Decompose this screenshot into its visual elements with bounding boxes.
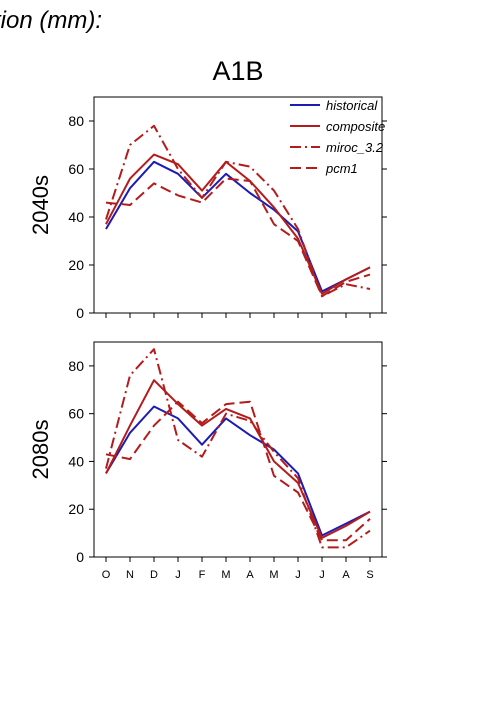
- x-tick-label: M: [221, 569, 230, 581]
- y-tick-label: 40: [68, 209, 84, 225]
- x-tick-label: D: [150, 569, 158, 581]
- y-tick-label: 80: [68, 113, 84, 129]
- y-tick-label: 0: [76, 549, 84, 565]
- legend-entry: pcm1: [325, 161, 358, 176]
- series-line-composite: [105, 153, 371, 295]
- x-tick-label: O: [102, 569, 111, 581]
- panel-label: 2080s: [28, 420, 53, 480]
- y-tick-label: 40: [68, 453, 84, 469]
- legend-entry: miroc_3.2: [326, 140, 384, 155]
- series-line-pcm1: [105, 400, 371, 542]
- x-tick-label: A: [246, 569, 254, 581]
- series-line-historical: [105, 405, 371, 537]
- x-tick-label: M: [269, 569, 278, 581]
- x-tick-label: J: [175, 569, 181, 581]
- series-line-composite: [105, 379, 371, 539]
- x-tick-label: F: [199, 569, 206, 581]
- y-tick-label: 20: [68, 257, 84, 273]
- legend-entry: composite: [326, 119, 385, 134]
- figure-header: tion (mm):: [0, 7, 102, 34]
- y-tick-label: 20: [68, 501, 84, 517]
- x-tick-label: S: [366, 569, 373, 581]
- series-line-miroc-3-2: [105, 348, 371, 549]
- series-line-pcm1: [105, 177, 371, 298]
- panel-2040s: 0 20 40 60 80 2040s historical composite miroc_3…: [28, 96, 387, 321]
- plot-frame: [93, 96, 383, 314]
- series-line-historical: [105, 160, 371, 293]
- x-tick-label: A: [342, 569, 350, 581]
- legend-entry: historical: [326, 98, 378, 113]
- panel-2080s: 0 20 40 60 80 O N D J F M A M J J A S 2080s: [28, 341, 387, 581]
- plot-frame: [93, 341, 383, 558]
- y-tick-label: 80: [68, 358, 84, 374]
- y-tick-label: 0: [76, 305, 84, 321]
- scenario-title: A1B: [212, 56, 263, 86]
- panel-label: 2040s: [28, 175, 53, 235]
- x-tick-label: J: [319, 569, 325, 581]
- y-tick-label: 60: [68, 406, 84, 422]
- x-tick-label: N: [126, 569, 134, 581]
- x-tick-label: J: [295, 569, 301, 581]
- y-tick-label: 60: [68, 161, 84, 177]
